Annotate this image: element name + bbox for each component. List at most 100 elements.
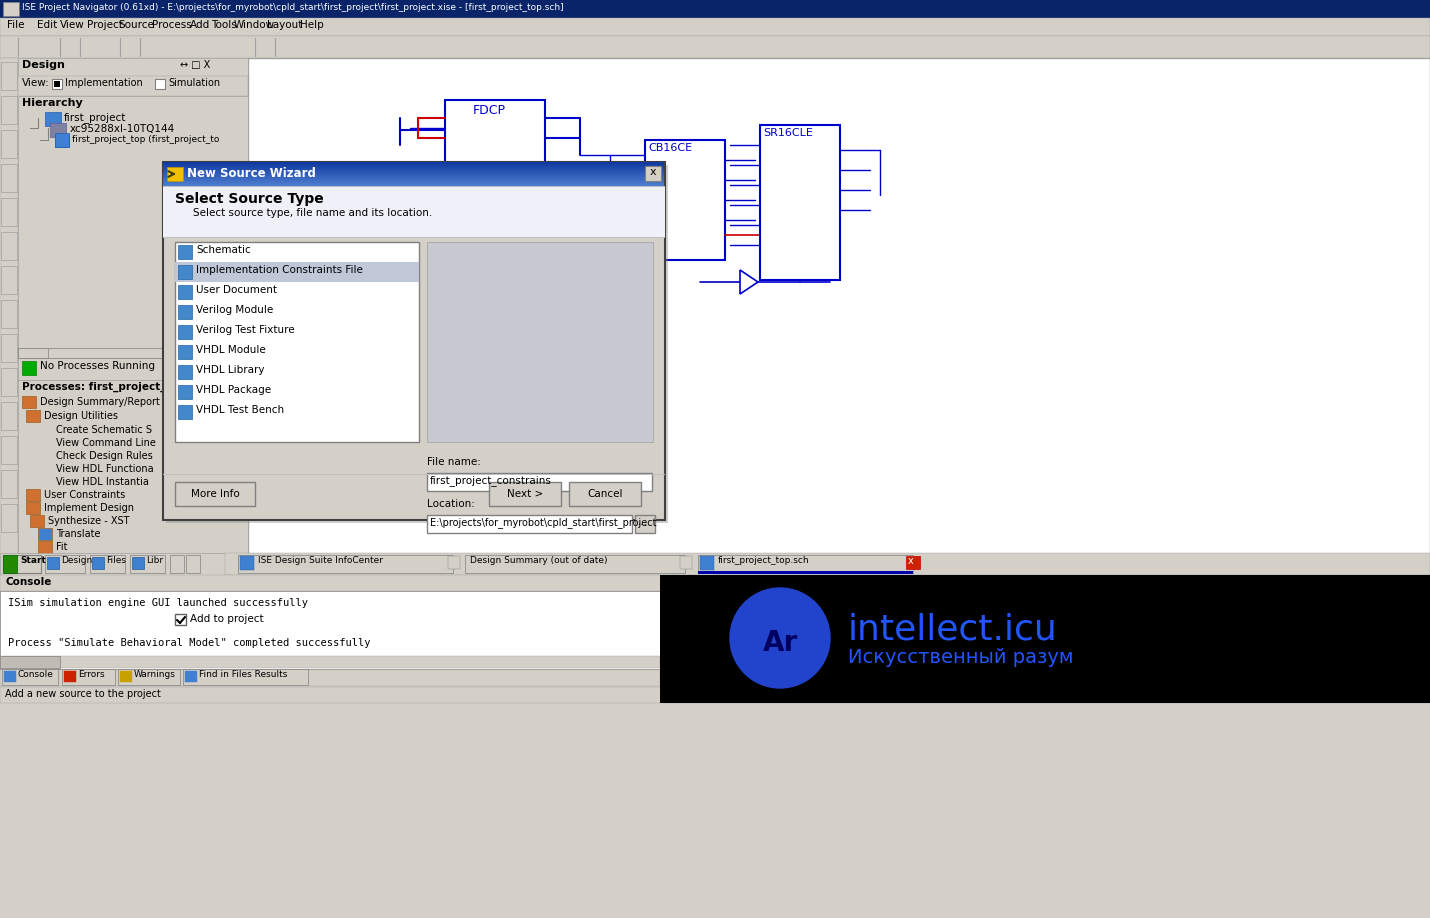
Bar [448, 556, 460, 569]
Text: Verilog Module: Verilog Module [196, 305, 273, 315]
Bar [1, 300, 17, 328]
Bar [30, 515, 44, 527]
Bar [170, 555, 184, 573]
Text: Implement Design: Implement Design [44, 503, 134, 513]
Text: ↔ □ X: ↔ □ X [180, 60, 210, 70]
Bar [163, 474, 665, 475]
Polygon shape [739, 270, 758, 294]
Bar [154, 79, 164, 89]
Text: Files: Files [106, 556, 126, 565]
Text: File name:: File name: [428, 457, 480, 467]
Text: first_project_constrains: first_project_constrains [430, 475, 552, 486]
Bar [661, 575, 1430, 703]
Bar [1, 402, 17, 430]
Bar [428, 242, 654, 442]
Text: Add: Add [190, 20, 210, 30]
Bar [19, 348, 49, 358]
Text: Design: Design [21, 60, 64, 70]
Text: Create Schematic S: Create Schematic S [56, 425, 152, 435]
Bar [39, 528, 51, 540]
Bar [163, 174, 664, 175]
Bar [759, 125, 839, 280]
Bar [132, 557, 144, 569]
Bar [39, 541, 51, 553]
Bar [166, 165, 668, 523]
Text: Design: Design [61, 556, 93, 565]
Text: ISE Design Suite InfoCenter: ISE Design Suite InfoCenter [257, 556, 383, 565]
Text: first_project_top (first_project_to: first_project_top (first_project_to [72, 135, 219, 144]
Text: Synthesize - XST: Synthesize - XST [49, 516, 130, 526]
Text: Help: Help [300, 20, 323, 30]
Bar [1, 164, 17, 192]
Bar [681, 556, 692, 569]
Text: Simulation: Simulation [167, 78, 220, 88]
Text: New Source Wizard: New Source Wizard [187, 167, 316, 180]
Bar [130, 555, 164, 573]
Bar [174, 614, 186, 625]
Bar [21, 361, 36, 375]
Text: Implementation Constraints File: Implementation Constraints File [196, 265, 363, 275]
Bar [1, 334, 17, 362]
Bar [19, 58, 247, 76]
Bar [645, 166, 661, 181]
Bar [174, 242, 419, 442]
Text: Next >: Next > [506, 489, 543, 499]
Bar [92, 557, 104, 569]
Bar [163, 185, 664, 186]
Bar [163, 178, 664, 179]
Bar [163, 181, 664, 182]
Text: View HDL Instantia: View HDL Instantia [56, 477, 149, 487]
Bar [44, 112, 61, 126]
Bar [163, 183, 664, 184]
Bar [177, 405, 192, 419]
Bar [163, 186, 665, 238]
Bar [0, 575, 1430, 591]
Text: Location:: Location: [428, 499, 475, 509]
Circle shape [729, 588, 829, 688]
Text: Libr: Libr [146, 556, 163, 565]
Text: VHDL Library: VHDL Library [196, 365, 265, 375]
Bar [163, 184, 664, 185]
Text: Project: Project [87, 20, 123, 30]
Text: xc95288xl-10TQ144: xc95288xl-10TQ144 [70, 124, 176, 134]
Text: View HDL Functiona: View HDL Functiona [56, 464, 153, 474]
Bar [177, 285, 192, 299]
Bar [163, 179, 664, 180]
Text: More Info: More Info [190, 489, 239, 499]
Text: Select source type, file name and its location.: Select source type, file name and its lo… [193, 208, 432, 218]
Bar [90, 555, 124, 573]
Text: VHDL Module: VHDL Module [196, 345, 266, 355]
Text: Start: Start [20, 556, 46, 565]
Bar [163, 162, 665, 520]
Bar [19, 348, 233, 358]
Bar [3, 555, 17, 573]
Text: Select Source Type: Select Source Type [174, 192, 323, 206]
Bar [64, 671, 76, 682]
Text: Ar: Ar [762, 629, 798, 657]
Bar [54, 81, 60, 87]
Bar [3, 2, 19, 16]
Text: Check Design Rules: Check Design Rules [56, 451, 153, 461]
Text: Tools: Tools [212, 20, 237, 30]
Bar [163, 171, 664, 172]
Bar [19, 358, 247, 380]
Bar [163, 164, 664, 165]
Bar [177, 245, 192, 259]
Text: x: x [651, 167, 656, 177]
Bar [1, 198, 17, 226]
Bar [1, 130, 17, 158]
Bar [47, 557, 59, 569]
Bar [163, 172, 664, 173]
Bar [26, 489, 40, 501]
Text: Schematic: Schematic [196, 245, 250, 255]
Text: Process: Process [152, 20, 192, 30]
Text: Console: Console [4, 577, 51, 587]
Text: first_project_top.sch: first_project_top.sch [718, 556, 809, 565]
Bar [163, 170, 664, 171]
Bar [3, 555, 41, 573]
Bar [40, 140, 49, 141]
Bar [4, 671, 16, 682]
Text: ...: ... [638, 517, 648, 527]
Bar [163, 177, 664, 178]
Bar [54, 133, 69, 147]
